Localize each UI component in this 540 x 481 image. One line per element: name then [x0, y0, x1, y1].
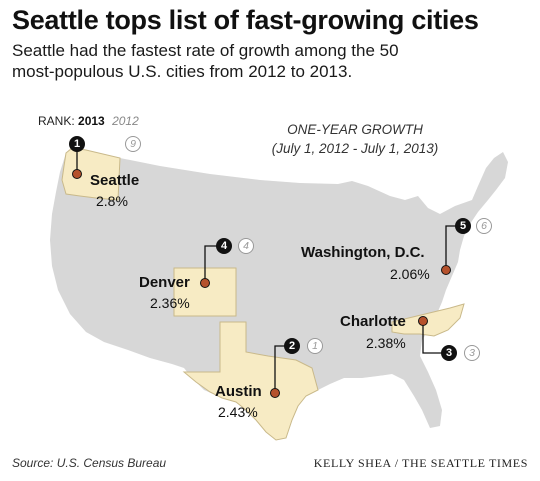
- city-dots: [72, 169, 451, 398]
- source-note: Source: U.S. Census Bureau: [12, 456, 167, 470]
- north-carolina-state: [391, 303, 465, 337]
- city-dot-seattle: [72, 169, 82, 179]
- rank-legend: RANK: 2013 2012: [38, 114, 139, 128]
- rank-2012-badge-denver: 4: [238, 238, 254, 254]
- rank-2012-badge-charlotte: 3: [464, 345, 480, 361]
- leader-line-washington: [445, 225, 456, 270]
- city-growth-seattle: 2.8%: [96, 193, 128, 209]
- city-dot-austin: [270, 388, 280, 398]
- leader-line-denver: [204, 245, 218, 283]
- rank-2013-badge-denver: 4: [216, 238, 232, 254]
- city-growth-washington: 2.06%: [390, 266, 430, 282]
- rank-2013-badge-charlotte: 3: [441, 345, 457, 361]
- legend-year-2013: 2013: [78, 114, 105, 128]
- city-name-charlotte: Charlotte: [340, 313, 406, 330]
- colorado-state: [173, 267, 237, 317]
- rank-2012-badge-washington: 6: [476, 218, 492, 234]
- city-dot-washington: [441, 265, 451, 275]
- city-growth-charlotte: 2.38%: [366, 335, 406, 351]
- page-subtitle: Seattle had the fastest rate of growth a…: [12, 40, 512, 82]
- rank-2013-badge-washington: 5: [455, 218, 471, 234]
- rank-2013-badge-austin: 2: [284, 338, 300, 354]
- subtitle-line-2: most-populous U.S. cities from 2012 to 2…: [12, 62, 353, 81]
- city-growth-denver: 2.36%: [150, 295, 190, 311]
- growth-heading-line-2: (July 1, 2012 - July 1, 2013): [271, 141, 439, 156]
- city-name-denver: Denver: [139, 274, 190, 291]
- legend-year-2012: 2012: [112, 114, 139, 128]
- subtitle-line-1: Seattle had the fastest rate of growth a…: [12, 41, 399, 60]
- legend-label: RANK:: [38, 114, 75, 128]
- page-title: Seattle tops list of fast-growing cities: [12, 5, 479, 35]
- rank-2012-badge-seattle: 9: [125, 136, 141, 152]
- growth-heading-line-1: ONE-YEAR GROWTH: [287, 122, 423, 137]
- leader-line-charlotte: [422, 321, 443, 354]
- city-dot-charlotte: [418, 316, 428, 326]
- city-name-seattle: Seattle: [90, 172, 140, 189]
- rank-2013-badge-seattle: 1: [69, 136, 85, 152]
- city-dot-denver: [200, 278, 210, 288]
- leader-line-austin: [274, 345, 285, 393]
- city-growth-austin: 2.43%: [218, 404, 258, 420]
- texas-state: [182, 321, 319, 441]
- leader-lines: [76, 148, 456, 393]
- us-land: [50, 148, 508, 440]
- city-name-washington: Washington, D.C.: [301, 244, 425, 261]
- rank-2012-badge-austin: 1: [307, 338, 323, 354]
- credit-line: KELLY SHEA / THE SEATTLE TIMES: [313, 456, 528, 470]
- growth-heading: ONE-YEAR GROWTH (July 1, 2012 - July 1, …: [240, 120, 470, 158]
- city-name-austin: Austin: [215, 383, 262, 400]
